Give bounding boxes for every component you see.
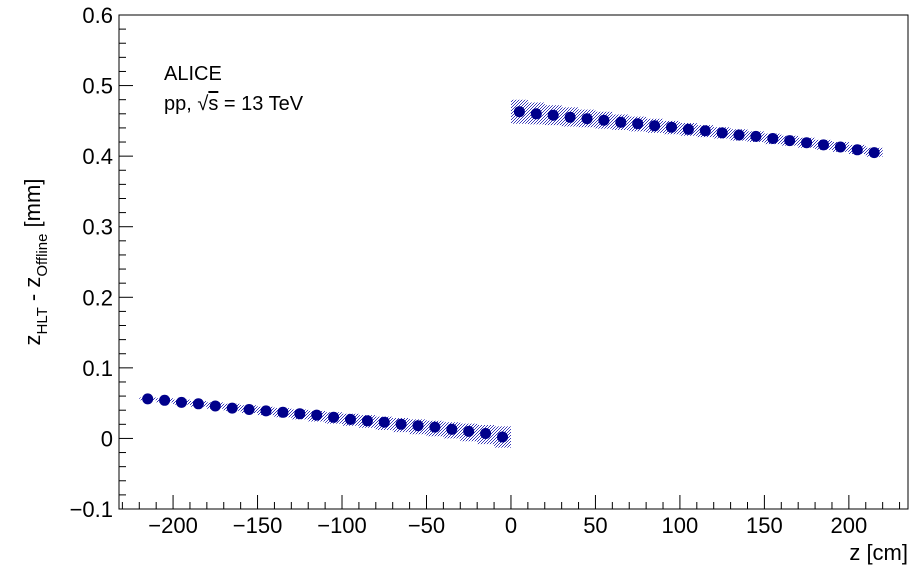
y-tick-label: 0.2: [82, 285, 113, 310]
x-axis-label: z [cm]: [849, 540, 908, 565]
data-point: [733, 129, 745, 141]
data-point: [834, 141, 846, 153]
data-point: [159, 394, 171, 406]
data-point: [666, 121, 677, 133]
data-point: [530, 108, 542, 120]
data-point: [598, 114, 610, 126]
data-point: [564, 111, 576, 123]
data-point: [750, 130, 762, 142]
y-tick-label: 0.5: [82, 74, 113, 99]
data-point: [142, 393, 154, 405]
y-tick-label: 0: [101, 426, 113, 451]
data-point: [226, 402, 238, 414]
plot-frame: [118, 14, 909, 510]
x-tick-label: 0: [505, 513, 517, 538]
data-point: [378, 416, 390, 428]
data-point: [361, 415, 373, 427]
data-point: [412, 420, 424, 432]
x-tick-label: 50: [583, 513, 607, 538]
data-point: [851, 144, 863, 156]
collision-label: pp, √s = 13 TeV: [164, 93, 304, 115]
data-point: [176, 396, 187, 408]
data-point: [345, 413, 356, 425]
data-point: [547, 109, 559, 121]
x-tick-label: −100: [317, 513, 367, 538]
y-tick-label: 0.6: [82, 3, 113, 28]
x-tick-label: 200: [831, 513, 868, 538]
data-points: [142, 106, 880, 443]
data-point: [311, 409, 323, 421]
y-axis-label: zHLT - zOffline [mm]: [20, 179, 51, 346]
data-point: [784, 135, 796, 147]
data-point: [818, 139, 829, 151]
data-point: [395, 418, 407, 430]
x-tick-label: −200: [148, 513, 198, 538]
x-tick-label: −150: [233, 513, 283, 538]
data-point: [480, 428, 492, 439]
x-tick-label: −50: [408, 513, 445, 538]
axis-ticks: [119, 14, 901, 510]
y-tick-label: 0.3: [82, 215, 113, 240]
data-point: [682, 123, 694, 135]
data-point: [581, 113, 593, 125]
uncertainty-bands: [139, 99, 883, 448]
experiment-label: ALICE: [164, 63, 222, 85]
data-point: [192, 398, 204, 410]
y-tick-label: −0.1: [70, 497, 113, 522]
data-point: [868, 147, 880, 159]
data-point: [615, 116, 627, 128]
data-point: [767, 133, 779, 144]
data-point: [463, 425, 475, 437]
data-point: [632, 118, 644, 130]
x-tick-label: 150: [746, 513, 783, 538]
data-point: [699, 125, 711, 137]
data-point: [429, 421, 441, 433]
data-point: [649, 120, 661, 132]
data-point: [260, 405, 272, 417]
y-tick-label: 0.4: [82, 144, 113, 169]
x-tick-label: 100: [662, 513, 699, 538]
data-point: [294, 408, 306, 420]
data-point: [209, 400, 221, 412]
data-point: [328, 411, 340, 423]
data-point: [513, 106, 525, 118]
data-point: [497, 431, 508, 443]
data-point: [277, 406, 289, 418]
data-point: [446, 423, 458, 435]
data-point: [801, 137, 813, 149]
data-point: [243, 404, 255, 415]
data-point: [716, 127, 728, 139]
tick-labels: −200 −150 −100 −50 0 50 100 150 200 −0.1 0 0.1 0.2 0.…: [70, 3, 868, 538]
y-tick-label: 0.1: [82, 356, 113, 381]
